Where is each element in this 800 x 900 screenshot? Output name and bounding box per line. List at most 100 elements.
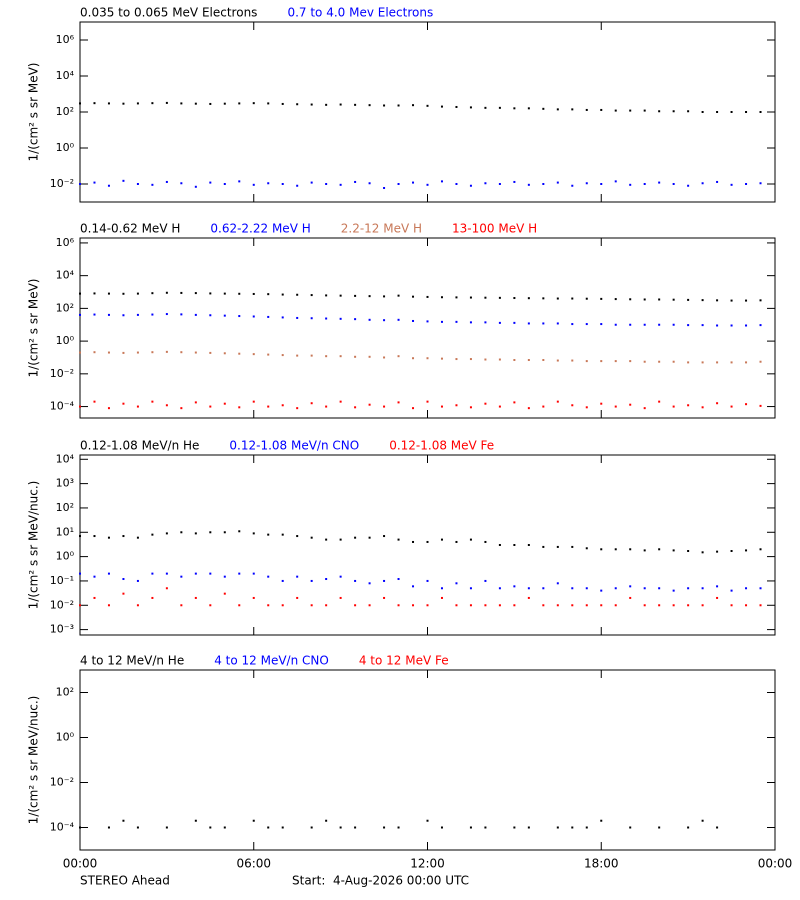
y-tick-label: 10⁰ <box>56 731 75 744</box>
data-point <box>136 536 139 539</box>
y-tick-label: 10⁻¹ <box>50 574 74 587</box>
data-point <box>571 359 574 362</box>
y-tick-label: 10² <box>56 501 74 514</box>
data-point <box>180 291 183 294</box>
data-point <box>426 357 429 360</box>
data-point <box>281 293 284 296</box>
data-point <box>614 109 617 112</box>
data-point <box>238 406 241 409</box>
data-point <box>629 109 632 112</box>
data-point <box>484 296 487 299</box>
data-point <box>643 587 646 590</box>
data-point <box>136 292 139 295</box>
data-point <box>484 826 487 829</box>
data-point <box>165 587 168 590</box>
data-point <box>513 826 516 829</box>
data-point <box>701 182 704 185</box>
data-point <box>658 587 661 590</box>
data-point <box>498 604 501 607</box>
data-point <box>440 105 443 108</box>
data-point <box>122 819 125 822</box>
data-point <box>397 604 400 607</box>
data-point <box>484 358 487 361</box>
legend-entry: 0.62-2.22 MeV H <box>210 222 310 236</box>
data-point <box>643 604 646 607</box>
data-point <box>209 826 212 829</box>
data-point <box>455 183 458 185</box>
data-point <box>93 313 96 316</box>
data-point <box>629 323 632 326</box>
data-point <box>701 587 704 590</box>
data-point <box>281 316 284 319</box>
data-point <box>122 314 125 317</box>
data-point <box>745 324 748 327</box>
data-point <box>412 604 415 607</box>
data-point <box>469 296 472 299</box>
data-point <box>513 359 516 362</box>
data-point <box>513 321 516 324</box>
y-tick-label: 10⁻² <box>50 776 74 789</box>
legend-entry: 0.12-1.08 MeV Fe <box>389 439 494 453</box>
data-point <box>585 108 588 111</box>
data-point <box>368 604 371 607</box>
y-tick-label: 10⁰ <box>56 550 75 563</box>
plot-frame <box>79 237 776 419</box>
data-point <box>136 604 139 607</box>
y-tick-label: 10¹ <box>56 525 74 538</box>
data-point <box>238 102 241 105</box>
data-point <box>93 596 96 599</box>
data-point <box>310 579 313 582</box>
data-point <box>542 322 545 325</box>
data-point <box>194 102 197 105</box>
y-tick-label: 10⁶ <box>56 236 75 249</box>
data-point <box>238 572 241 575</box>
data-point <box>267 533 270 536</box>
data-point <box>672 298 675 301</box>
data-point <box>585 182 588 185</box>
data-point <box>354 294 357 297</box>
data-point <box>614 360 617 363</box>
data-point <box>238 315 241 318</box>
data-point <box>93 575 96 578</box>
data-point <box>759 324 762 327</box>
data-point <box>571 545 574 548</box>
data-point <box>267 575 270 578</box>
data-point <box>542 405 545 408</box>
data-point <box>716 585 719 588</box>
data-point <box>629 360 632 363</box>
data-point <box>658 548 661 551</box>
data-point <box>354 318 357 321</box>
data-point <box>383 579 386 582</box>
data-point <box>643 360 646 363</box>
y-tick-label: 10⁻² <box>50 177 74 190</box>
data-point <box>759 587 762 590</box>
data-point <box>556 297 559 300</box>
data-point <box>440 596 443 599</box>
data-point <box>687 110 690 113</box>
data-point <box>281 183 284 185</box>
data-point <box>730 183 733 186</box>
data-point <box>296 535 299 538</box>
data-point <box>542 297 545 300</box>
data-point <box>527 183 530 186</box>
legend-entry: 2.2-12 MeV H <box>341 222 422 236</box>
data-point <box>122 402 125 405</box>
data-point <box>600 548 603 551</box>
data-point <box>252 315 255 318</box>
data-point <box>513 180 516 183</box>
data-point <box>527 107 530 110</box>
data-point <box>223 826 226 829</box>
footer-center: Start: 4-Aug-2026 00:00 UTC <box>292 874 469 888</box>
data-point <box>585 547 588 550</box>
data-point <box>339 103 342 106</box>
data-point <box>571 826 574 829</box>
data-point <box>194 401 197 404</box>
data-point <box>252 183 255 186</box>
data-point <box>107 351 110 354</box>
data-point <box>556 545 559 548</box>
data-point <box>339 538 342 541</box>
data-point <box>93 102 96 105</box>
data-point <box>107 604 110 607</box>
data-point <box>209 351 212 354</box>
data-point <box>498 296 501 299</box>
